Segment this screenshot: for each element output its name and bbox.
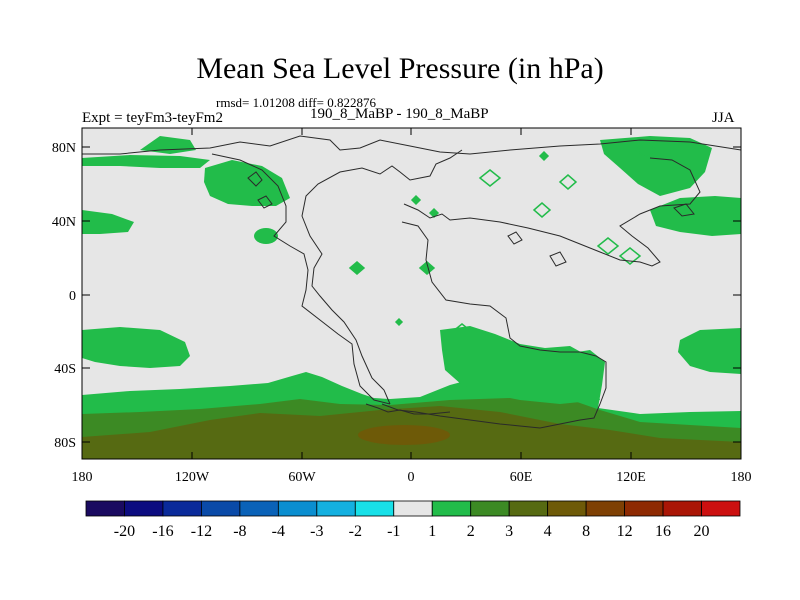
- northwest-patch: [82, 210, 134, 234]
- colorbar-box: [470, 500, 510, 517]
- coastlines: [82, 135, 741, 429]
- northeast-asia-patch: [600, 136, 712, 196]
- north-pacific-east-patch: [650, 196, 741, 236]
- colorbar-box: [701, 500, 741, 517]
- south-pacific-patch: [82, 327, 190, 368]
- colorbar-label: 3: [505, 523, 513, 540]
- colorbar-label: 8: [582, 523, 590, 540]
- lat-tick-label: 80N: [52, 141, 76, 156]
- lon-tick-label: 60W: [288, 470, 316, 485]
- season-label: JJA: [712, 110, 735, 126]
- northern-islands: [247, 171, 695, 267]
- antarctic-peninsula-coast: [365, 403, 451, 415]
- colorbar-label: 1: [428, 523, 436, 540]
- colorbar-box: [85, 500, 125, 517]
- colorbar-box: [547, 500, 587, 517]
- lat-tick-label: 0: [69, 289, 76, 304]
- colorbar-labels: -20 -16 -12 -8 -4 -3 -2 -1 1 2 3 4 8 12 16 20: [114, 523, 710, 540]
- colorbar-label: 16: [655, 523, 671, 540]
- colorbar-label: -1: [387, 523, 400, 540]
- scattered-diamonds: [348, 141, 682, 365]
- colorbar-box: [508, 500, 549, 517]
- colorbar-box: [162, 500, 202, 517]
- colorbar-label: 20: [694, 523, 710, 540]
- colorbar-label: 2: [467, 523, 475, 540]
- africa-coast: [381, 221, 607, 429]
- lon-tick-label: 180: [72, 470, 93, 485]
- colorbar-label: -4: [272, 523, 285, 540]
- colorbar-label: -2: [349, 523, 362, 540]
- eurasia-coast: [403, 157, 701, 267]
- arctic-coast: [82, 135, 741, 155]
- lat-tick-label: 40N: [52, 215, 76, 230]
- southern-brown-core: [358, 425, 450, 445]
- colorbar: [85, 500, 741, 517]
- longitude-axis: 180 120W 60W 0 60E 120E 180: [72, 128, 752, 485]
- lon-tick-label: 120W: [175, 470, 210, 485]
- experiment-label: Expt = teyFm3-teyFm2: [82, 110, 223, 126]
- colorbar-box: [354, 500, 395, 517]
- colorbar-box: [201, 500, 241, 517]
- lat-tick-label: 80S: [54, 436, 76, 451]
- map-title: Mean Sea Level Pressure (in hPa): [196, 52, 604, 85]
- south-indian-patch: [678, 328, 741, 374]
- colorbar-label: -3: [310, 523, 323, 540]
- latitude-axis: 80N 40N 0 40S 80S: [52, 141, 741, 451]
- colorbar-label: 12: [617, 523, 633, 540]
- colorbar-label: -8: [233, 523, 246, 540]
- lon-tick-label: 120E: [616, 470, 646, 485]
- colorbar-box: [316, 500, 356, 517]
- colorbar-box: [277, 500, 318, 517]
- colorbar-label: -20: [114, 523, 135, 540]
- colorbar-box: [662, 500, 702, 517]
- period-label: 190_8_MaBP - 190_8_MaBP: [310, 106, 489, 122]
- colorbar-label: -16: [152, 523, 173, 540]
- north-island-patch: [254, 228, 278, 244]
- colorbar-label: -12: [191, 523, 212, 540]
- colorbar-label: 4: [544, 523, 552, 540]
- south-africa-patch: [440, 326, 600, 404]
- arctic-strip: [82, 155, 210, 168]
- north-pacific-patch: [204, 160, 290, 206]
- colorbar-box: [585, 500, 625, 517]
- lon-tick-label: 60E: [510, 470, 533, 485]
- colorbar-box: [393, 500, 433, 517]
- americas-east-coast: [301, 149, 463, 405]
- lon-tick-label: 180: [731, 470, 752, 485]
- lat-tick-label: 40S: [54, 362, 76, 377]
- colorbar-box: [239, 500, 279, 517]
- americas-coast: [211, 153, 391, 405]
- map-plot-area: [82, 128, 741, 459]
- colorbar-box: [431, 500, 472, 517]
- lon-tick-label: 0: [408, 470, 415, 485]
- colorbar-box: [624, 500, 664, 517]
- stats-label: rmsd= 1.01208 diff= 0.822876: [216, 95, 376, 110]
- colorbar-box: [124, 500, 164, 517]
